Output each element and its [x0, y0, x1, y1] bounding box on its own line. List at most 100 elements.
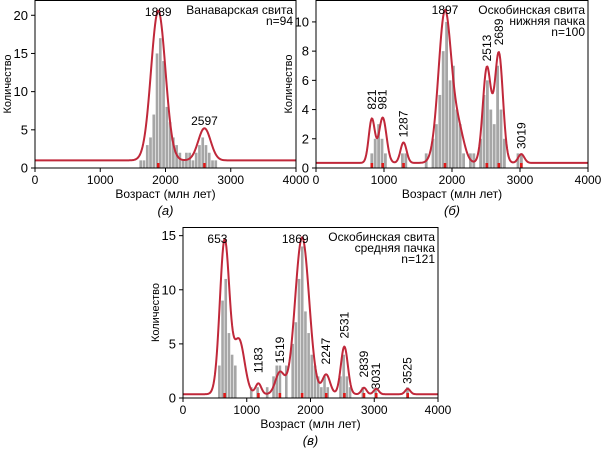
age-marker: [257, 393, 260, 398]
y-tick-label: 6: [302, 73, 309, 88]
x-axis-label: Возраст (млн лет): [402, 187, 502, 201]
histogram-bar: [482, 94, 486, 168]
y-tick-label: 0: [169, 391, 176, 406]
histogram-bar: [520, 153, 523, 168]
histogram-bar: [486, 80, 489, 168]
y-tick-label: 2: [302, 131, 309, 146]
histogram-bar: [234, 365, 237, 398]
y-tick-label: 5: [21, 122, 28, 137]
y-tick-label: 20: [14, 8, 28, 23]
histogram-bar: [230, 354, 234, 398]
histogram-bar: [227, 333, 231, 398]
age-marker: [362, 393, 366, 398]
histogram-bar: [458, 124, 462, 168]
histogram-bar: [448, 80, 452, 168]
y-tick-label: 10: [14, 84, 28, 99]
y-tick-label: 0: [21, 161, 28, 176]
legend-line: Оскобинская свита: [478, 3, 585, 17]
histogram-bar: [149, 137, 152, 168]
peak-label: 1287: [397, 110, 411, 137]
histogram-bar: [297, 278, 301, 398]
histogram-bar: [158, 38, 162, 169]
peak-label: 3019: [514, 122, 528, 149]
chart-panel-c: 0 1000 2000 3000 4000 0 5 10 15 Возраст (млн лет)…: [150, 227, 452, 448]
peak-label: 1897: [432, 3, 459, 17]
x-tick-label: 4000: [283, 173, 310, 187]
histogram-bar: [172, 137, 175, 168]
y-tick-label: 10: [162, 282, 176, 297]
x-tick-label: 3000: [507, 173, 534, 187]
peak-label: 3525: [401, 357, 415, 384]
histogram-bar: [489, 109, 493, 168]
histogram-bar: [155, 53, 159, 169]
peak-label: 2597: [191, 114, 218, 128]
peak-label: 653: [207, 232, 227, 246]
y-tick-label: 0: [302, 161, 309, 176]
age-marker: [406, 393, 410, 398]
histogram-bar: [307, 333, 310, 398]
peak-label: 2689: [492, 18, 506, 45]
legend-line: Ванаварская свита: [186, 3, 293, 17]
histogram-bar: [503, 138, 506, 168]
x-tick-label: 4000: [575, 173, 602, 187]
age-marker: [374, 393, 378, 398]
legend-line: n=121: [401, 252, 435, 266]
peak-label: 2531: [337, 311, 351, 338]
histogram-bar: [496, 65, 499, 168]
histogram-bar: [370, 153, 374, 168]
x-tick-label: 2000: [152, 173, 179, 187]
histogram-bar: [218, 365, 221, 398]
histogram-bar: [452, 65, 455, 168]
peak-label: 1183: [251, 347, 265, 373]
x-tick-label: 0: [313, 173, 320, 187]
histogram-bar: [165, 106, 169, 168]
age-marker: [278, 393, 282, 398]
histogram-bar: [142, 160, 146, 168]
histogram-bar: [204, 145, 208, 168]
peak-label: 821: [365, 89, 379, 109]
histogram-bar: [249, 387, 253, 398]
histogram-bar: [265, 387, 269, 398]
panel-caption: (б): [444, 203, 460, 218]
legend-line: n=94: [266, 14, 293, 28]
peak-label: 1869: [282, 232, 309, 246]
histogram-bar: [516, 153, 520, 168]
histogram-bar: [300, 246, 304, 398]
x-tick-label: 3000: [217, 173, 244, 187]
histogram-bar: [211, 160, 214, 168]
histogram-bar: [377, 124, 380, 168]
panel-caption: (а): [158, 203, 174, 218]
histogram-bar: [441, 51, 445, 168]
legend-line: средняя пачка: [355, 241, 436, 255]
legend-line: нижняя пачка: [509, 14, 585, 28]
histogram-bar: [198, 145, 201, 168]
peak-label: 2513: [480, 34, 494, 61]
histogram-bar: [188, 152, 191, 168]
y-axis-label: Количество: [150, 283, 162, 342]
histogram-bar: [304, 311, 307, 398]
age-marker: [381, 163, 385, 168]
x-axis-label: Возраст (млн лет): [260, 417, 360, 431]
y-tick-label: 4: [302, 102, 309, 117]
histogram-bar: [256, 387, 259, 398]
histogram-bar: [191, 160, 195, 168]
density-curve: [315, 8, 589, 164]
histogram-bar: [361, 387, 365, 398]
histogram-bar: [435, 124, 438, 168]
histogram-bar: [152, 114, 156, 168]
histogram-bar: [348, 387, 352, 398]
histogram-bar: [326, 387, 330, 398]
histogram-bar: [401, 153, 404, 168]
legend-line: Оскобинская свита: [328, 230, 435, 244]
y-axis-label: Количество: [2, 54, 14, 113]
age-marker: [156, 163, 160, 168]
density-curve: [182, 236, 439, 396]
histogram-bar: [374, 387, 377, 398]
histogram-bar: [499, 109, 503, 168]
histogram-bar: [320, 387, 323, 398]
x-tick-label: 1000: [233, 403, 260, 417]
histogram-bar: [162, 61, 165, 169]
panel-caption: (в): [303, 433, 318, 448]
